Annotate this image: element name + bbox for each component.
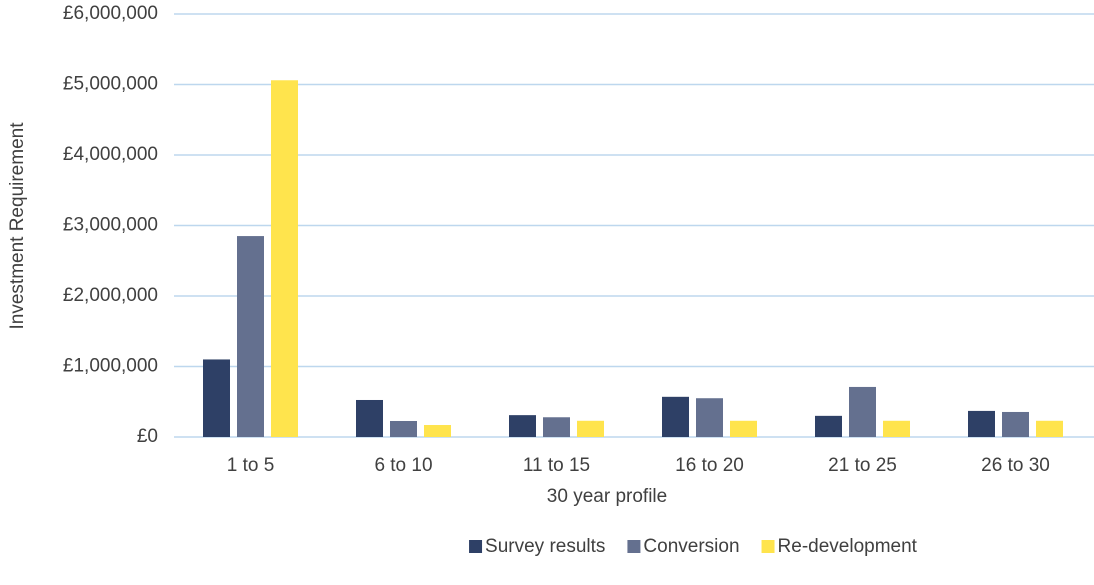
- x-tick-label: 11 to 15: [523, 455, 590, 476]
- x-tick-label: 21 to 25: [828, 455, 897, 476]
- bar: [696, 398, 723, 437]
- bar: [271, 80, 298, 438]
- x-tick-label: 26 to 30: [981, 455, 1050, 476]
- x-tick-label: 16 to 20: [675, 455, 744, 476]
- x-tick-label: 1 to 5: [227, 455, 275, 476]
- legend-label: Survey results: [485, 536, 605, 557]
- bar: [1002, 411, 1029, 437]
- bar: [424, 425, 451, 437]
- legend-swatch: [627, 540, 641, 553]
- bar: [203, 359, 230, 437]
- bar: [849, 386, 876, 437]
- x-tick-label: 6 to 10: [374, 455, 432, 476]
- y-tick-label: £6,000,000: [63, 3, 158, 24]
- legend-label: Re-development: [778, 536, 918, 557]
- y-tick-label: £2,000,000: [63, 285, 158, 306]
- bar: [662, 396, 689, 437]
- y-tick-label: £1,000,000: [63, 356, 158, 377]
- bar: [509, 415, 536, 437]
- bar: [1036, 420, 1063, 437]
- bar: [390, 420, 417, 437]
- bar: [968, 410, 995, 437]
- bar: [577, 420, 604, 437]
- bar: [237, 236, 264, 437]
- bar: [730, 420, 757, 437]
- y-axis-title: Investment Requirement: [7, 122, 28, 330]
- bar: [883, 420, 910, 437]
- bar: [356, 399, 383, 437]
- legend-swatch: [469, 540, 483, 553]
- x-axis-title: 30 year profile: [547, 486, 667, 507]
- y-tick-label: £4,000,000: [63, 144, 158, 165]
- y-tick-label: £5,000,000: [63, 74, 158, 95]
- y-tick-label: £0: [137, 426, 158, 447]
- legend-swatch: [761, 540, 775, 553]
- bar: [815, 415, 842, 437]
- bar: [543, 417, 570, 437]
- legend-label: Conversion: [643, 536, 739, 557]
- y-tick-label: £3,000,000: [63, 215, 158, 236]
